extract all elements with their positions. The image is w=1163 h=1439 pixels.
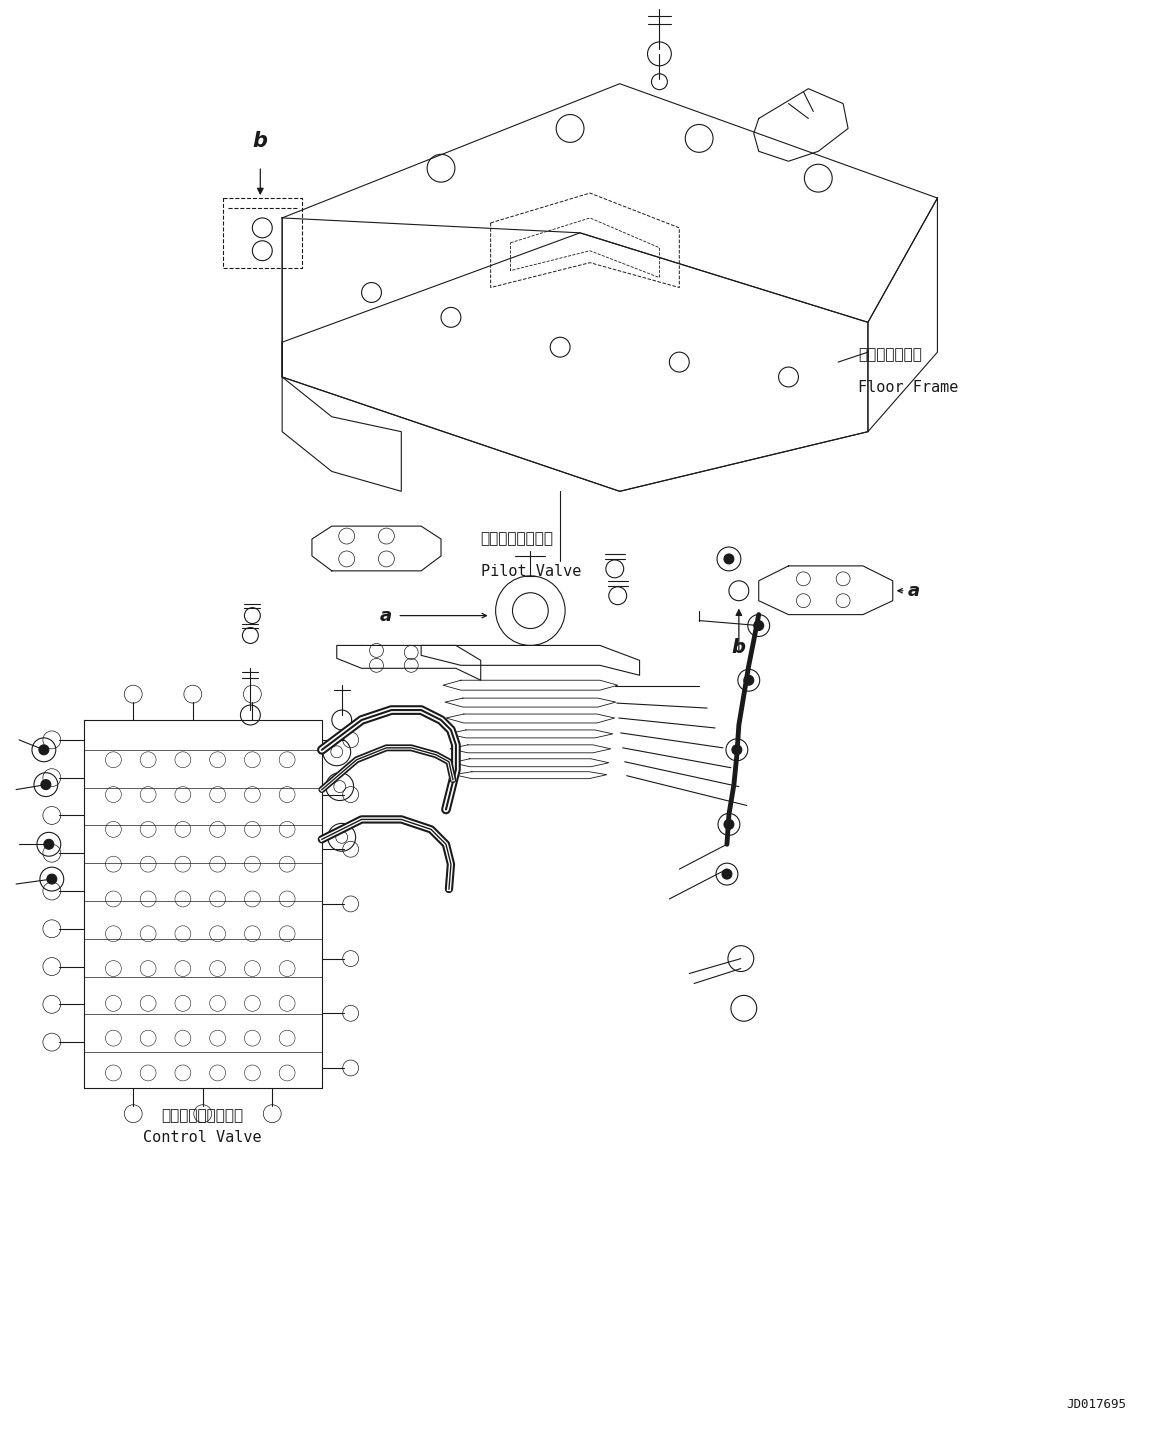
Text: Floor Frame: Floor Frame: [858, 380, 958, 394]
Circle shape: [44, 839, 53, 849]
Text: Pilot Valve: Pilot Valve: [480, 564, 582, 578]
Text: b: b: [732, 639, 745, 658]
Circle shape: [732, 745, 742, 755]
Circle shape: [754, 620, 764, 630]
Text: パイロットバルブ: パイロットバルブ: [480, 531, 554, 545]
Circle shape: [47, 873, 57, 884]
Circle shape: [38, 745, 49, 755]
Text: a: a: [907, 581, 920, 600]
Text: Control Valve: Control Valve: [143, 1130, 262, 1144]
Circle shape: [725, 819, 734, 829]
Circle shape: [722, 869, 732, 879]
Text: a: a: [379, 607, 392, 625]
Text: フロアフレーム: フロアフレーム: [858, 347, 922, 363]
Circle shape: [41, 780, 51, 790]
Text: コントロールバルブ: コントロールバルブ: [162, 1108, 244, 1122]
Circle shape: [725, 554, 734, 564]
Circle shape: [744, 675, 754, 685]
Text: b: b: [252, 131, 267, 151]
Text: JD017695: JD017695: [1066, 1397, 1126, 1412]
